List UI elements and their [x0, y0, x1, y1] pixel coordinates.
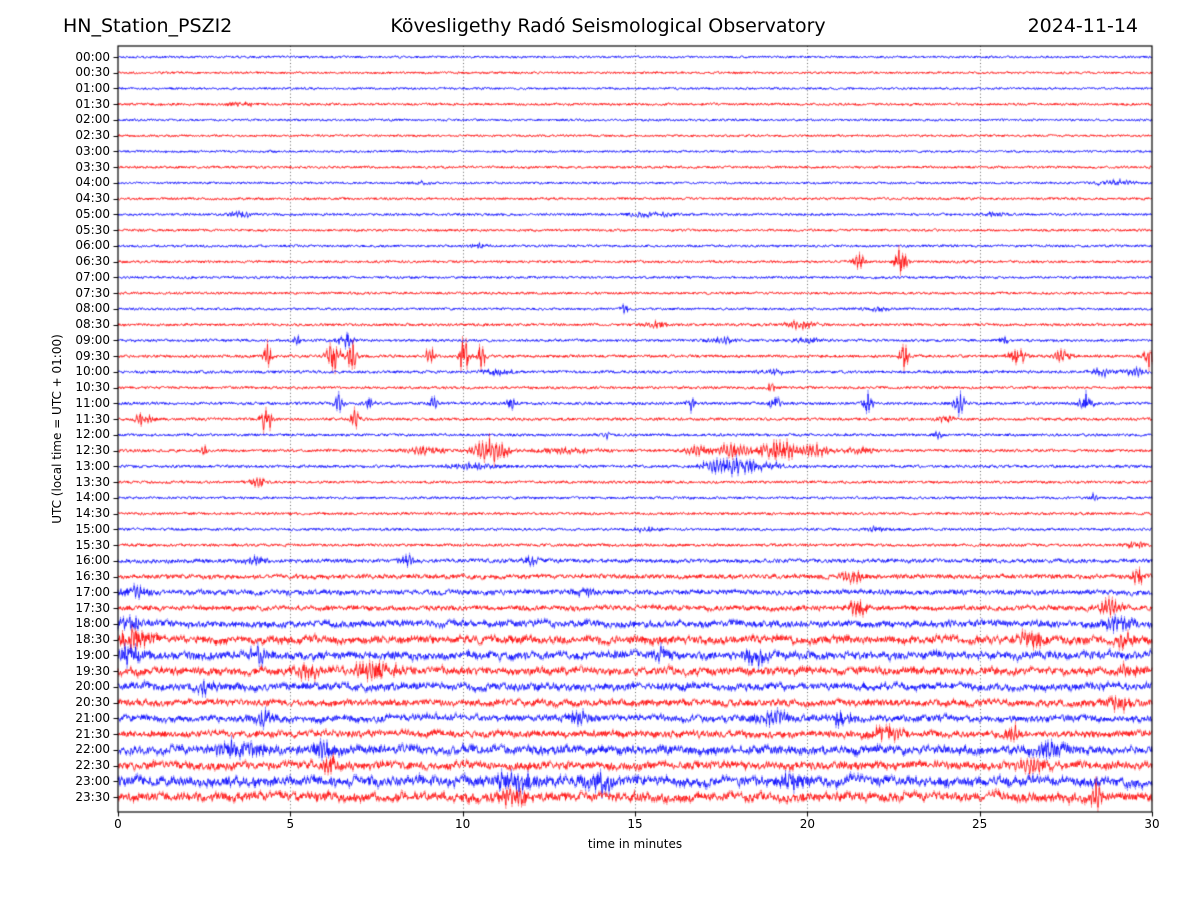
x-tick-label: 10 — [455, 817, 471, 831]
y-tick-label: 08:30 — [75, 317, 110, 332]
y-tick-label: 22:00 — [75, 742, 110, 757]
y-tick-label: 11:00 — [75, 395, 110, 410]
y-tick-label: 20:30 — [75, 695, 110, 710]
y-tick-label: 10:00 — [75, 364, 110, 379]
y-tick-label: 10:30 — [75, 380, 110, 395]
y-tick-label: 23:30 — [75, 789, 110, 804]
y-tick-label: 13:30 — [75, 474, 110, 489]
y-tick-label: 00:30 — [75, 65, 110, 80]
x-tick-label: 25 — [972, 817, 988, 831]
y-tick-label: 00:00 — [75, 49, 110, 64]
station-title: HN_Station_PSZI2 — [63, 15, 233, 37]
y-tick-label: 14:00 — [75, 490, 110, 505]
date-title: 2024-11-14 — [1027, 15, 1138, 37]
y-tick-label: 18:30 — [75, 632, 110, 647]
y-tick-label: 09:30 — [75, 348, 110, 363]
y-tick-label: 12:00 — [75, 427, 110, 442]
y-tick-label: 14:30 — [75, 506, 110, 521]
y-tick-label: 12:30 — [75, 443, 110, 458]
y-tick-label: 07:30 — [75, 285, 110, 300]
y-tick-label: 15:30 — [75, 537, 110, 552]
y-tick-label: 08:00 — [75, 301, 110, 316]
y-tick-label: 04:30 — [75, 191, 110, 206]
y-tick-label: 06:30 — [75, 254, 110, 269]
y-tick-label: 20:00 — [75, 679, 110, 694]
y-tick-label: 17:00 — [75, 584, 110, 599]
y-tick-label: 13:00 — [75, 458, 110, 473]
y-tick-label: 01:00 — [75, 80, 110, 95]
x-tick-label: 0 — [114, 817, 122, 831]
x-tick-label: 15 — [627, 817, 643, 831]
y-tick-label: 23:00 — [75, 773, 110, 788]
y-tick-label: 19:30 — [75, 663, 110, 678]
y-tick-label: 01:30 — [75, 96, 110, 111]
y-tick-label: 16:30 — [75, 569, 110, 584]
x-tick-label: 20 — [799, 817, 815, 831]
y-tick-label: 05:00 — [75, 206, 110, 221]
y-tick-label: 15:00 — [75, 521, 110, 536]
y-tick-label: 17:30 — [75, 600, 110, 615]
y-tick-label: 07:00 — [75, 269, 110, 284]
x-axis-label: time in minutes — [587, 837, 683, 851]
y-tick-label: 18:00 — [75, 616, 110, 631]
y-tick-label: 21:00 — [75, 710, 110, 725]
x-tick-label: 5 — [286, 817, 295, 831]
y-tick-label: 06:00 — [75, 238, 110, 253]
y-tick-label: 09:00 — [75, 332, 110, 347]
y-tick-label: 11:30 — [75, 411, 110, 426]
y-tick-label: 04:00 — [75, 175, 110, 190]
x-tick-label: 30 — [1144, 817, 1160, 831]
y-tick-label: 19:00 — [75, 647, 110, 662]
y-tick-label: 16:00 — [75, 553, 110, 568]
y-tick-label: 05:30 — [75, 222, 110, 237]
observatory-title: Kövesligethy Radó Seismological Observat… — [390, 15, 826, 37]
y-tick-label: 02:00 — [75, 112, 110, 127]
y-tick-label: 22:30 — [75, 758, 110, 773]
y-tick-label: 03:30 — [75, 159, 110, 174]
y-tick-label: 02:30 — [75, 128, 110, 143]
y-tick-label: 03:00 — [75, 143, 110, 158]
y-tick-label: 21:30 — [75, 726, 110, 741]
